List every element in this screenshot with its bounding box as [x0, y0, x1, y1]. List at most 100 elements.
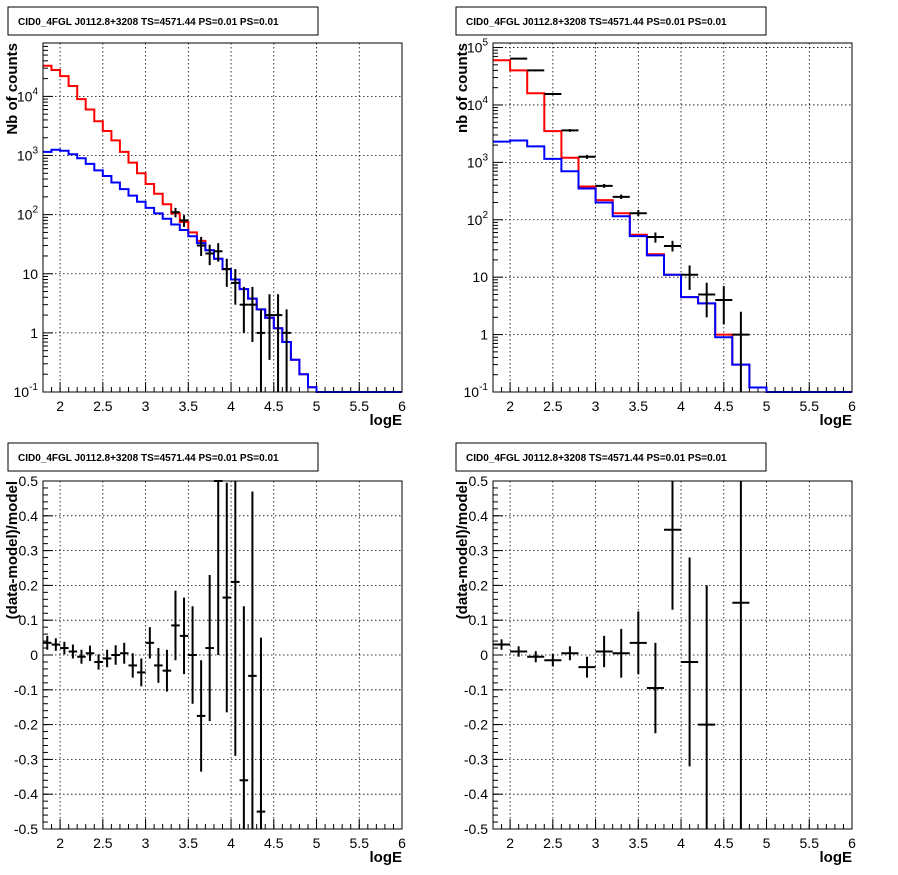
chart-title: CID0_4FGL J0112.8+3208 TS=4571.44 PS=0.0…: [18, 453, 279, 464]
data-point: [248, 286, 257, 343]
y-tick-label: 104: [17, 86, 39, 104]
x-tick-label: 2: [506, 835, 514, 851]
data-point: [612, 628, 630, 678]
data-point: [145, 627, 155, 659]
data-point: [196, 236, 206, 256]
panel-counts-right: CID0_4FGL J0112.8+3208 TS=4571.44 PS=0.0…: [454, 6, 856, 429]
y-axis-label: (data-model)/model: [4, 481, 21, 619]
y-tick-label: 10: [22, 266, 38, 282]
data-point: [256, 637, 266, 829]
y-tick-label: 102: [17, 205, 39, 223]
x-tick-label: 3.5: [629, 398, 649, 414]
data-point: [646, 232, 664, 243]
plot-frame: [492, 42, 853, 393]
data-point: [205, 244, 214, 266]
title-box: [455, 6, 767, 36]
data-point: [128, 653, 138, 678]
y-tick-label: 10-1: [464, 382, 489, 400]
y-tick-label: 1: [30, 325, 38, 341]
data-point: [561, 129, 579, 132]
y-tick-label: 0.4: [19, 508, 39, 524]
y-tick-label: 102: [467, 210, 489, 228]
x-tick-label: 3.5: [179, 398, 199, 414]
model-source-histogram: [493, 139, 852, 393]
y-tick-label: -0.4: [14, 786, 38, 802]
x-tick-label: 4: [227, 398, 235, 414]
data-point: [231, 481, 240, 756]
x-tick-label: 4.5: [264, 835, 284, 851]
data-point: [578, 656, 596, 678]
data-point: [94, 654, 103, 670]
title-box: [455, 442, 767, 472]
data-point: [544, 93, 562, 96]
x-tick-label: 2.5: [543, 398, 563, 414]
data-point: [698, 585, 716, 829]
x-tick-label: 4: [227, 835, 235, 851]
data-point: [179, 597, 189, 675]
x-tick-label: 6: [848, 398, 856, 414]
y-tick-label: 105: [467, 38, 489, 56]
data-point: [43, 635, 52, 650]
y-tick-label: 1: [480, 327, 488, 343]
panel-residuals-right: CID0_4FGL J0112.8+3208 TS=4571.44 PS=0.0…: [454, 442, 856, 866]
y-tick-label: 0.5: [469, 473, 489, 489]
data-point: [77, 649, 86, 664]
plot-frame: [42, 42, 403, 393]
y-tick-label: 10-1: [14, 382, 39, 400]
x-tick-label: 6: [398, 835, 406, 851]
y-tick-label: -0.4: [464, 786, 488, 802]
data-point: [102, 649, 112, 668]
model-source-histogram: [43, 148, 402, 393]
data-point: [578, 154, 596, 159]
y-tick-label: 0.1: [19, 612, 39, 628]
data-point: [188, 606, 197, 704]
data-point: [205, 574, 214, 722]
data-point: [256, 309, 266, 392]
y-tick-label: 10: [472, 269, 488, 285]
x-tick-label: 3.5: [629, 835, 649, 851]
x-tick-label: 4.5: [714, 398, 734, 414]
data-point: [222, 258, 232, 287]
x-tick-label: 5: [763, 398, 771, 414]
x-tick-label: 5.5: [350, 835, 370, 851]
x-axis-label: logE: [820, 849, 853, 866]
y-axis-label: (data-model)/model: [454, 481, 471, 619]
x-tick-label: 2.5: [93, 835, 113, 851]
data-point: [60, 641, 69, 655]
x-axis-label: logE: [370, 412, 403, 429]
y-tick-label: 0: [480, 647, 488, 663]
data-point: [85, 645, 95, 661]
data-point: [154, 648, 163, 683]
y-tick-label: -0.1: [14, 682, 38, 698]
y-axis-label: Nb of counts: [4, 43, 21, 135]
data-point: [239, 606, 249, 829]
y-tick-label: 0.3: [19, 543, 39, 559]
model-total-histogram: [43, 64, 402, 393]
data-point: [273, 294, 283, 392]
x-tick-label: 3: [592, 835, 600, 851]
x-tick-label: 5.5: [800, 835, 820, 851]
x-tick-label: 5: [763, 835, 771, 851]
data-point: [231, 269, 240, 305]
data-point: [629, 209, 647, 217]
x-axis-label: logE: [370, 849, 403, 866]
x-tick-label: 5: [313, 835, 321, 851]
model-total-histogram: [493, 59, 852, 393]
panel-counts-left: CID0_4FGL J0112.8+3208 TS=4571.44 PS=0.0…: [4, 6, 406, 429]
data-point: [68, 644, 78, 659]
y-tick-label: -0.2: [14, 717, 38, 733]
data-point: [119, 642, 129, 664]
data-point: [222, 482, 232, 713]
y-tick-label: 0: [30, 647, 38, 663]
data-point: [239, 286, 249, 333]
x-tick-label: 3: [592, 398, 600, 414]
y-tick-label: 104: [467, 95, 489, 113]
data-point: [493, 639, 511, 650]
data-point: [698, 282, 716, 318]
data-point: [196, 660, 206, 772]
y-tick-label: -0.5: [14, 821, 38, 837]
data-point: [732, 481, 750, 829]
data-point: [595, 183, 613, 188]
data-point: [595, 635, 613, 668]
y-tick-label: -0.2: [464, 717, 488, 733]
